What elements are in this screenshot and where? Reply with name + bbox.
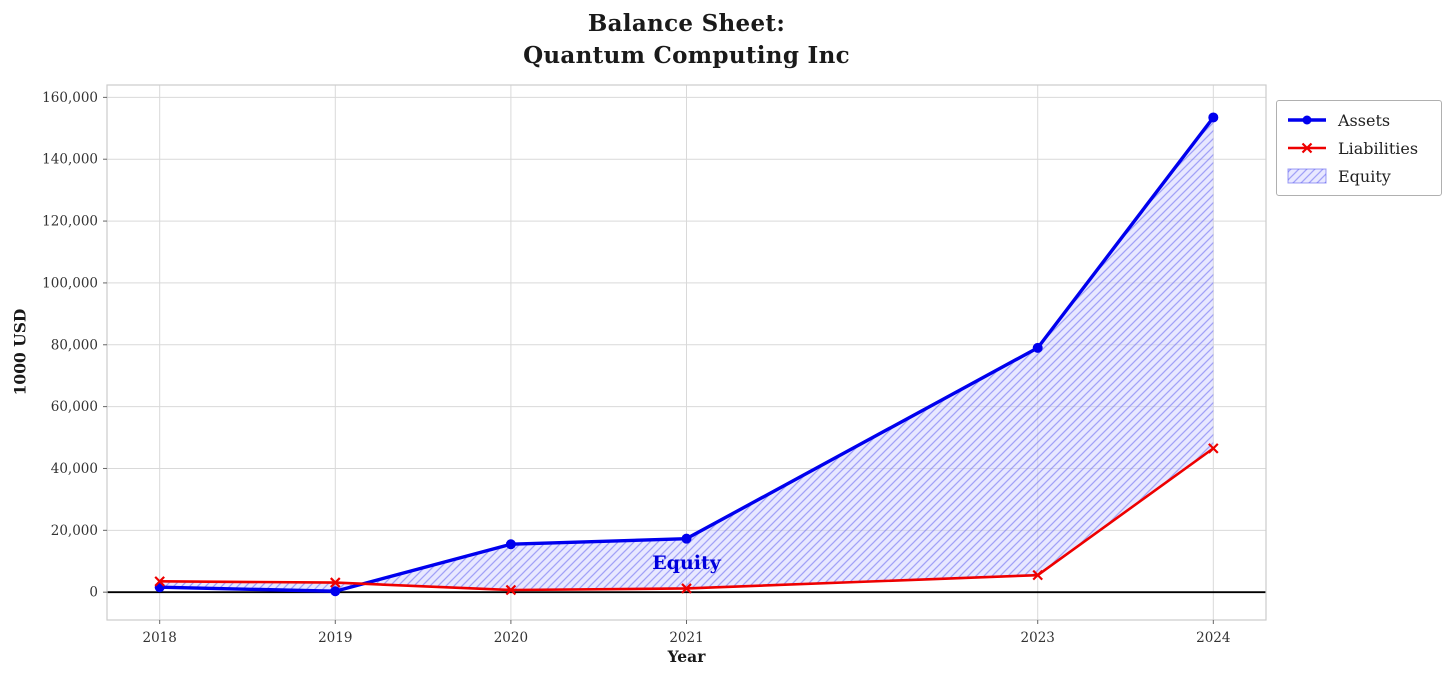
assets-legend-icon [1288,115,1326,125]
liabilities-marker [330,577,341,588]
y-tick-label: 20,000 [51,523,98,539]
equity-fill-region [159,117,1214,592]
chart-title: Balance Sheet: Quantum Computing Inc [523,10,850,70]
assets-marker [330,586,341,597]
liabilities-marker [154,576,165,587]
y-tick-label: 40,000 [51,461,98,477]
liabilities-legend-icon [1288,142,1326,154]
liabilities-marker [1208,443,1219,454]
y-tick-label: 140,000 [42,152,98,168]
assets-marker [505,539,516,550]
legend-entry-liabilities: Liabilities [1285,137,1430,159]
y-axis-label: 1000 USD [10,308,30,396]
x-tick-label: 2020 [494,630,528,646]
y-tick-label: 60,000 [51,399,98,415]
assets-marker [1032,342,1043,353]
legend-entry-equity: Equity [1285,165,1430,187]
x-tick-label: 2019 [318,630,352,646]
legend-label: Equity [1338,166,1391,186]
liabilities-marker [505,584,517,596]
liabilities-marker [681,583,692,594]
legend-label: Assets [1338,110,1391,130]
y-tick-label: 100,000 [42,275,98,291]
x-tick-label: 2023 [1021,630,1055,646]
liabilities-marker [1032,569,1043,581]
equity-legend-icon [1287,168,1327,184]
assets-marker [681,533,692,544]
y-tick-label: 120,000 [42,214,98,230]
legend-label: Liabilities [1338,138,1419,158]
x-tick-label: 2024 [1196,630,1230,646]
y-tick-label: 0 [89,585,98,601]
x-tick-label: 2021 [669,630,703,646]
series-line-assets [157,115,1216,593]
equity-annotation: Equity [652,551,721,574]
x-axis-label: Year [667,647,706,666]
legend: Assets Liabilities Equity [1276,100,1442,196]
assets-marker [1208,112,1219,123]
y-tick-label: 160,000 [42,90,98,106]
series-line-liabilities [158,447,1215,592]
y-tick-label: 80,000 [51,337,98,353]
x-tick-label: 2018 [143,630,177,646]
legend-entry-assets: Assets [1285,109,1430,131]
